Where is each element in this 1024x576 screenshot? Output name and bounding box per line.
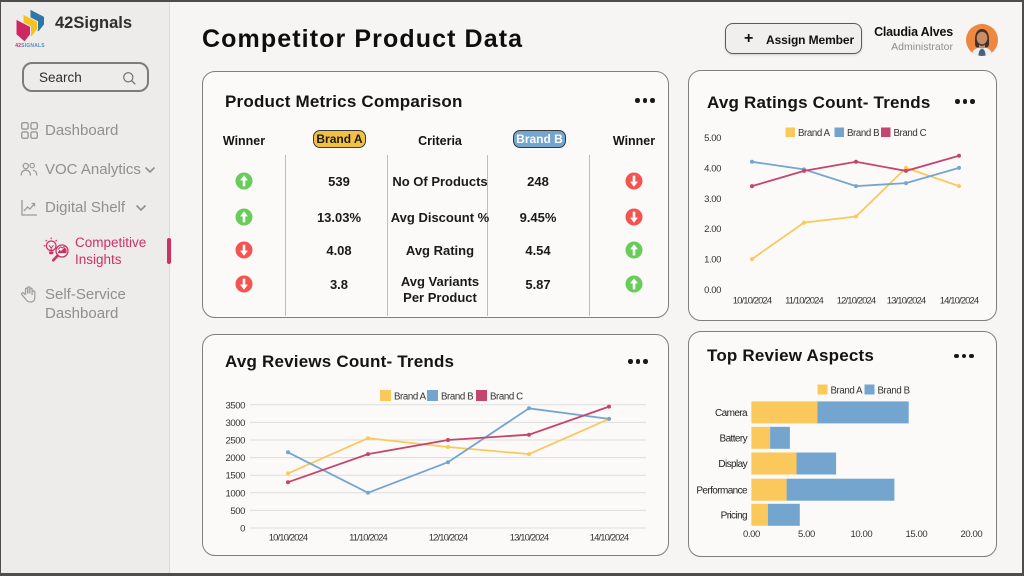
svg-text:10/10/2024: 10/10/2024 xyxy=(269,533,308,544)
svg-text:15.00: 15.00 xyxy=(906,529,928,540)
svg-text:2500: 2500 xyxy=(225,436,245,447)
svg-text:Brand A: Brand A xyxy=(831,386,864,397)
svg-text:14/10/2024: 14/10/2024 xyxy=(590,533,629,544)
svg-text:Brand A: Brand A xyxy=(394,392,427,403)
svg-text:10/10/2024: 10/10/2024 xyxy=(733,296,772,307)
svg-text:10.00: 10.00 xyxy=(851,529,873,540)
svg-text:Brand C: Brand C xyxy=(490,392,523,403)
svg-text:500: 500 xyxy=(230,506,245,517)
svg-text:Performance: Performance xyxy=(696,485,748,496)
svg-text:5.00: 5.00 xyxy=(704,133,721,144)
svg-text:5.00: 5.00 xyxy=(798,529,815,540)
svg-text:20.00: 20.00 xyxy=(961,529,983,540)
svg-text:2000: 2000 xyxy=(225,453,245,464)
svg-text:Brand A: Brand A xyxy=(798,128,831,139)
svg-text:Display: Display xyxy=(718,459,747,470)
svg-text:Pricing: Pricing xyxy=(721,510,747,521)
svg-text:12/10/2024: 12/10/2024 xyxy=(837,296,876,307)
svg-text:0.00: 0.00 xyxy=(743,529,760,540)
svg-text:Camera: Camera xyxy=(715,408,748,419)
svg-text:14/10/2024: 14/10/2024 xyxy=(940,296,979,307)
svg-text:Brand B: Brand B xyxy=(847,128,879,139)
svg-text:12/10/2024: 12/10/2024 xyxy=(429,533,468,544)
svg-text:3500: 3500 xyxy=(225,400,245,411)
svg-text:13/10/2024: 13/10/2024 xyxy=(510,533,549,544)
svg-text:Brand C: Brand C xyxy=(894,128,927,139)
svg-text:0: 0 xyxy=(240,524,245,535)
svg-text:Brand B: Brand B xyxy=(878,386,910,397)
svg-text:3000: 3000 xyxy=(225,418,245,429)
svg-text:3.00: 3.00 xyxy=(704,194,721,205)
svg-text:4.00: 4.00 xyxy=(704,163,721,174)
svg-text:0.00: 0.00 xyxy=(704,285,721,296)
svg-text:1.00: 1.00 xyxy=(704,255,721,266)
svg-text:11/10/2024: 11/10/2024 xyxy=(785,296,823,307)
svg-text:2.00: 2.00 xyxy=(704,224,721,235)
svg-text:1500: 1500 xyxy=(225,471,245,482)
svg-text:Brand B: Brand B xyxy=(441,392,473,403)
svg-text:Battery: Battery xyxy=(720,433,748,444)
svg-text:1000: 1000 xyxy=(225,488,245,499)
svg-text:11/10/2024: 11/10/2024 xyxy=(349,533,387,544)
svg-text:13/10/2024: 13/10/2024 xyxy=(887,296,926,307)
